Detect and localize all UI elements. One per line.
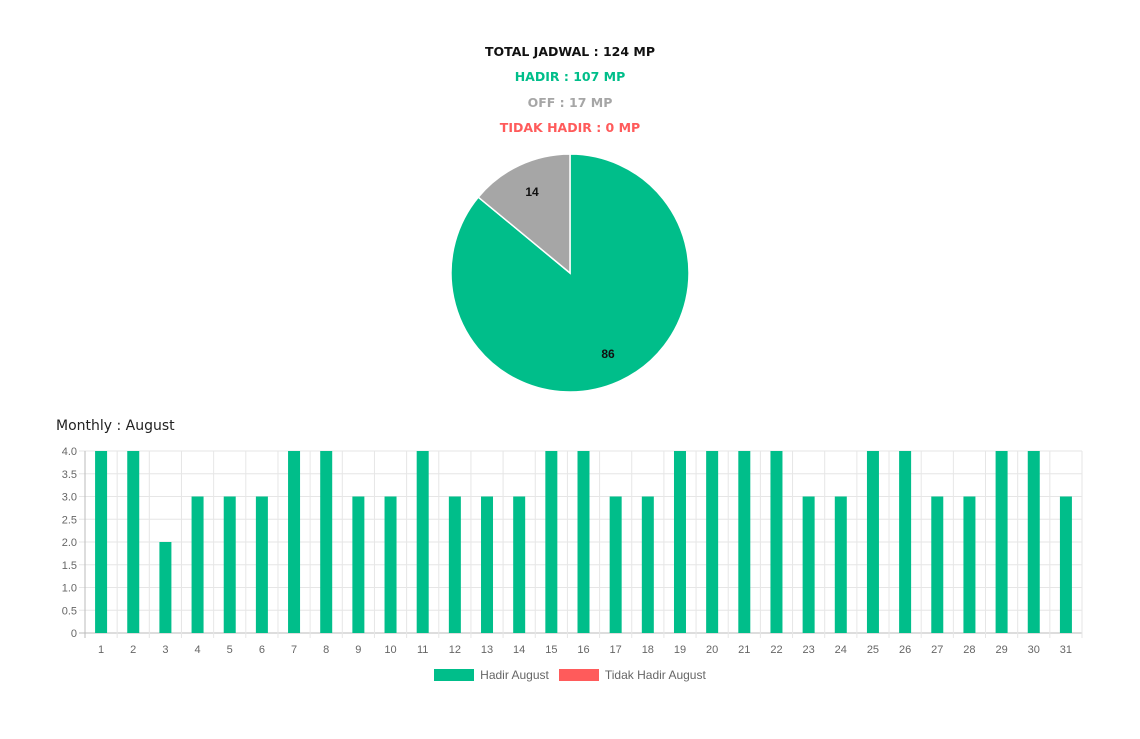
x-tick-label: 14: [513, 644, 525, 656]
x-tick-label: 13: [481, 644, 493, 656]
legend-label-tidak-hadir: Tidak Hadir August: [604, 668, 706, 682]
x-tick-label: 20: [706, 644, 718, 656]
x-tick-label: 2: [130, 644, 136, 656]
bar-hadir-day-5[interactable]: [223, 496, 236, 634]
pie-slice-label-1: 14: [525, 185, 539, 199]
bar-hadir-day-6[interactable]: [255, 496, 268, 634]
y-tick-label: 1.0: [62, 583, 77, 595]
bar-hadir-day-1[interactable]: [95, 451, 108, 633]
x-tick-label: 19: [674, 644, 686, 656]
bar-hadir-day-9[interactable]: [352, 496, 365, 634]
x-tick-label: 23: [803, 644, 815, 656]
x-tick-label: 11: [417, 644, 428, 656]
bar-hadir-day-26[interactable]: [899, 451, 912, 633]
legend-item-tidak-hadir[interactable]: Tidak Hadir August: [558, 668, 706, 682]
bar-hadir-day-14[interactable]: [513, 496, 526, 634]
x-tick-label: 31: [1060, 644, 1072, 656]
bar-hadir-day-20[interactable]: [706, 451, 719, 633]
legend-item-hadir[interactable]: Hadir August: [434, 668, 549, 682]
legend-swatch-tidak-hadir: [558, 669, 599, 681]
bar-hadir-day-21[interactable]: [738, 451, 751, 633]
bar-hadir-day-23[interactable]: [802, 496, 815, 634]
bar-hadir-day-27[interactable]: [931, 496, 944, 634]
x-tick-label: 10: [384, 644, 396, 656]
bar-hadir-day-19[interactable]: [673, 451, 686, 633]
x-tick-label: 22: [770, 644, 782, 656]
x-tick-label: 7: [291, 644, 297, 656]
x-tick-label: 17: [610, 644, 622, 656]
y-tick-label: 4.0: [62, 446, 77, 458]
pie-slice-1[interactable]: [477, 153, 571, 275]
x-tick-label: 18: [642, 644, 654, 656]
x-tick-label: 4: [195, 644, 201, 656]
attendance-pie-chart: 86 14: [450, 153, 690, 393]
y-tick-label: 2.0: [62, 537, 77, 549]
x-tick-label: 6: [259, 644, 265, 656]
bar-hadir-day-29[interactable]: [995, 451, 1008, 633]
x-tick-label: 27: [931, 644, 943, 656]
x-tick-label: 3: [162, 644, 168, 656]
bar-hadir-day-2[interactable]: [127, 451, 140, 633]
bar-hadir-day-10[interactable]: [384, 496, 397, 634]
bar-hadir-day-22[interactable]: [770, 451, 783, 633]
y-tick-label: 3.0: [62, 492, 77, 504]
bar-hadir-day-4[interactable]: [191, 496, 204, 634]
bar-hadir-day-3[interactable]: [159, 542, 172, 633]
bar-hadir-day-15[interactable]: [545, 451, 558, 633]
y-tick-label: 0.5: [62, 605, 77, 617]
summary-hadir: HADIR : 107 MP: [514, 69, 626, 84]
legend-label-hadir: Hadir August: [480, 668, 549, 682]
x-tick-label: 8: [323, 644, 329, 656]
x-tick-label: 1: [98, 644, 104, 656]
monthly-chart-title: Monthly : August: [56, 418, 175, 434]
x-tick-label: 26: [899, 644, 911, 656]
legend-swatch-hadir: [434, 669, 475, 681]
x-tick-label: 29: [995, 644, 1007, 656]
bar-hadir-day-11[interactable]: [416, 451, 429, 633]
x-tick-label: 21: [738, 644, 750, 656]
y-tick-label: 3.5: [62, 469, 77, 481]
bar-hadir-day-25[interactable]: [866, 451, 879, 633]
bar-hadir-day-28[interactable]: [963, 496, 976, 634]
summary-off: OFF : 17 MP: [527, 95, 613, 110]
x-tick-label: 28: [963, 644, 975, 656]
x-tick-label: 16: [577, 644, 589, 656]
bar-hadir-day-12[interactable]: [448, 496, 461, 634]
bar-hadir-day-13[interactable]: [481, 496, 494, 634]
y-tick-label: 1.5: [62, 560, 77, 572]
x-tick-label: 25: [867, 644, 879, 656]
bar-hadir-day-16[interactable]: [577, 451, 590, 633]
bar-hadir-day-17[interactable]: [609, 496, 622, 634]
bar-hadir-day-18[interactable]: [641, 496, 654, 634]
monthly-bar-chart: 00.51.01.52.02.53.03.54.01 2 3 4 5 6 7 8 9 10 11 12…: [62, 446, 1083, 656]
x-tick-label: 24: [835, 644, 847, 656]
y-tick-label: 0: [71, 628, 77, 640]
bar-hadir-day-8[interactable]: [320, 451, 333, 633]
x-tick-label: 30: [1028, 644, 1040, 656]
bar-chart-legend: Hadir August Tidak Hadir August: [0, 668, 1140, 682]
summary-tidak-hadir: TIDAK HADIR : 0 MP: [499, 120, 641, 135]
bar-hadir-day-30[interactable]: [1027, 451, 1040, 633]
bar-hadir-day-24[interactable]: [834, 496, 847, 634]
pie-slice-label-0: 86: [601, 347, 615, 361]
y-tick-label: 2.5: [62, 514, 77, 526]
x-tick-label: 15: [545, 644, 557, 656]
bar-hadir-day-31[interactable]: [1059, 496, 1072, 634]
x-tick-label: 9: [355, 644, 361, 656]
x-tick-label: 12: [449, 644, 461, 656]
bar-hadir-day-7[interactable]: [288, 451, 301, 633]
x-tick-label: 5: [227, 644, 233, 656]
summary-total-jadwal: TOTAL JADWAL : 124 MP: [484, 44, 655, 59]
